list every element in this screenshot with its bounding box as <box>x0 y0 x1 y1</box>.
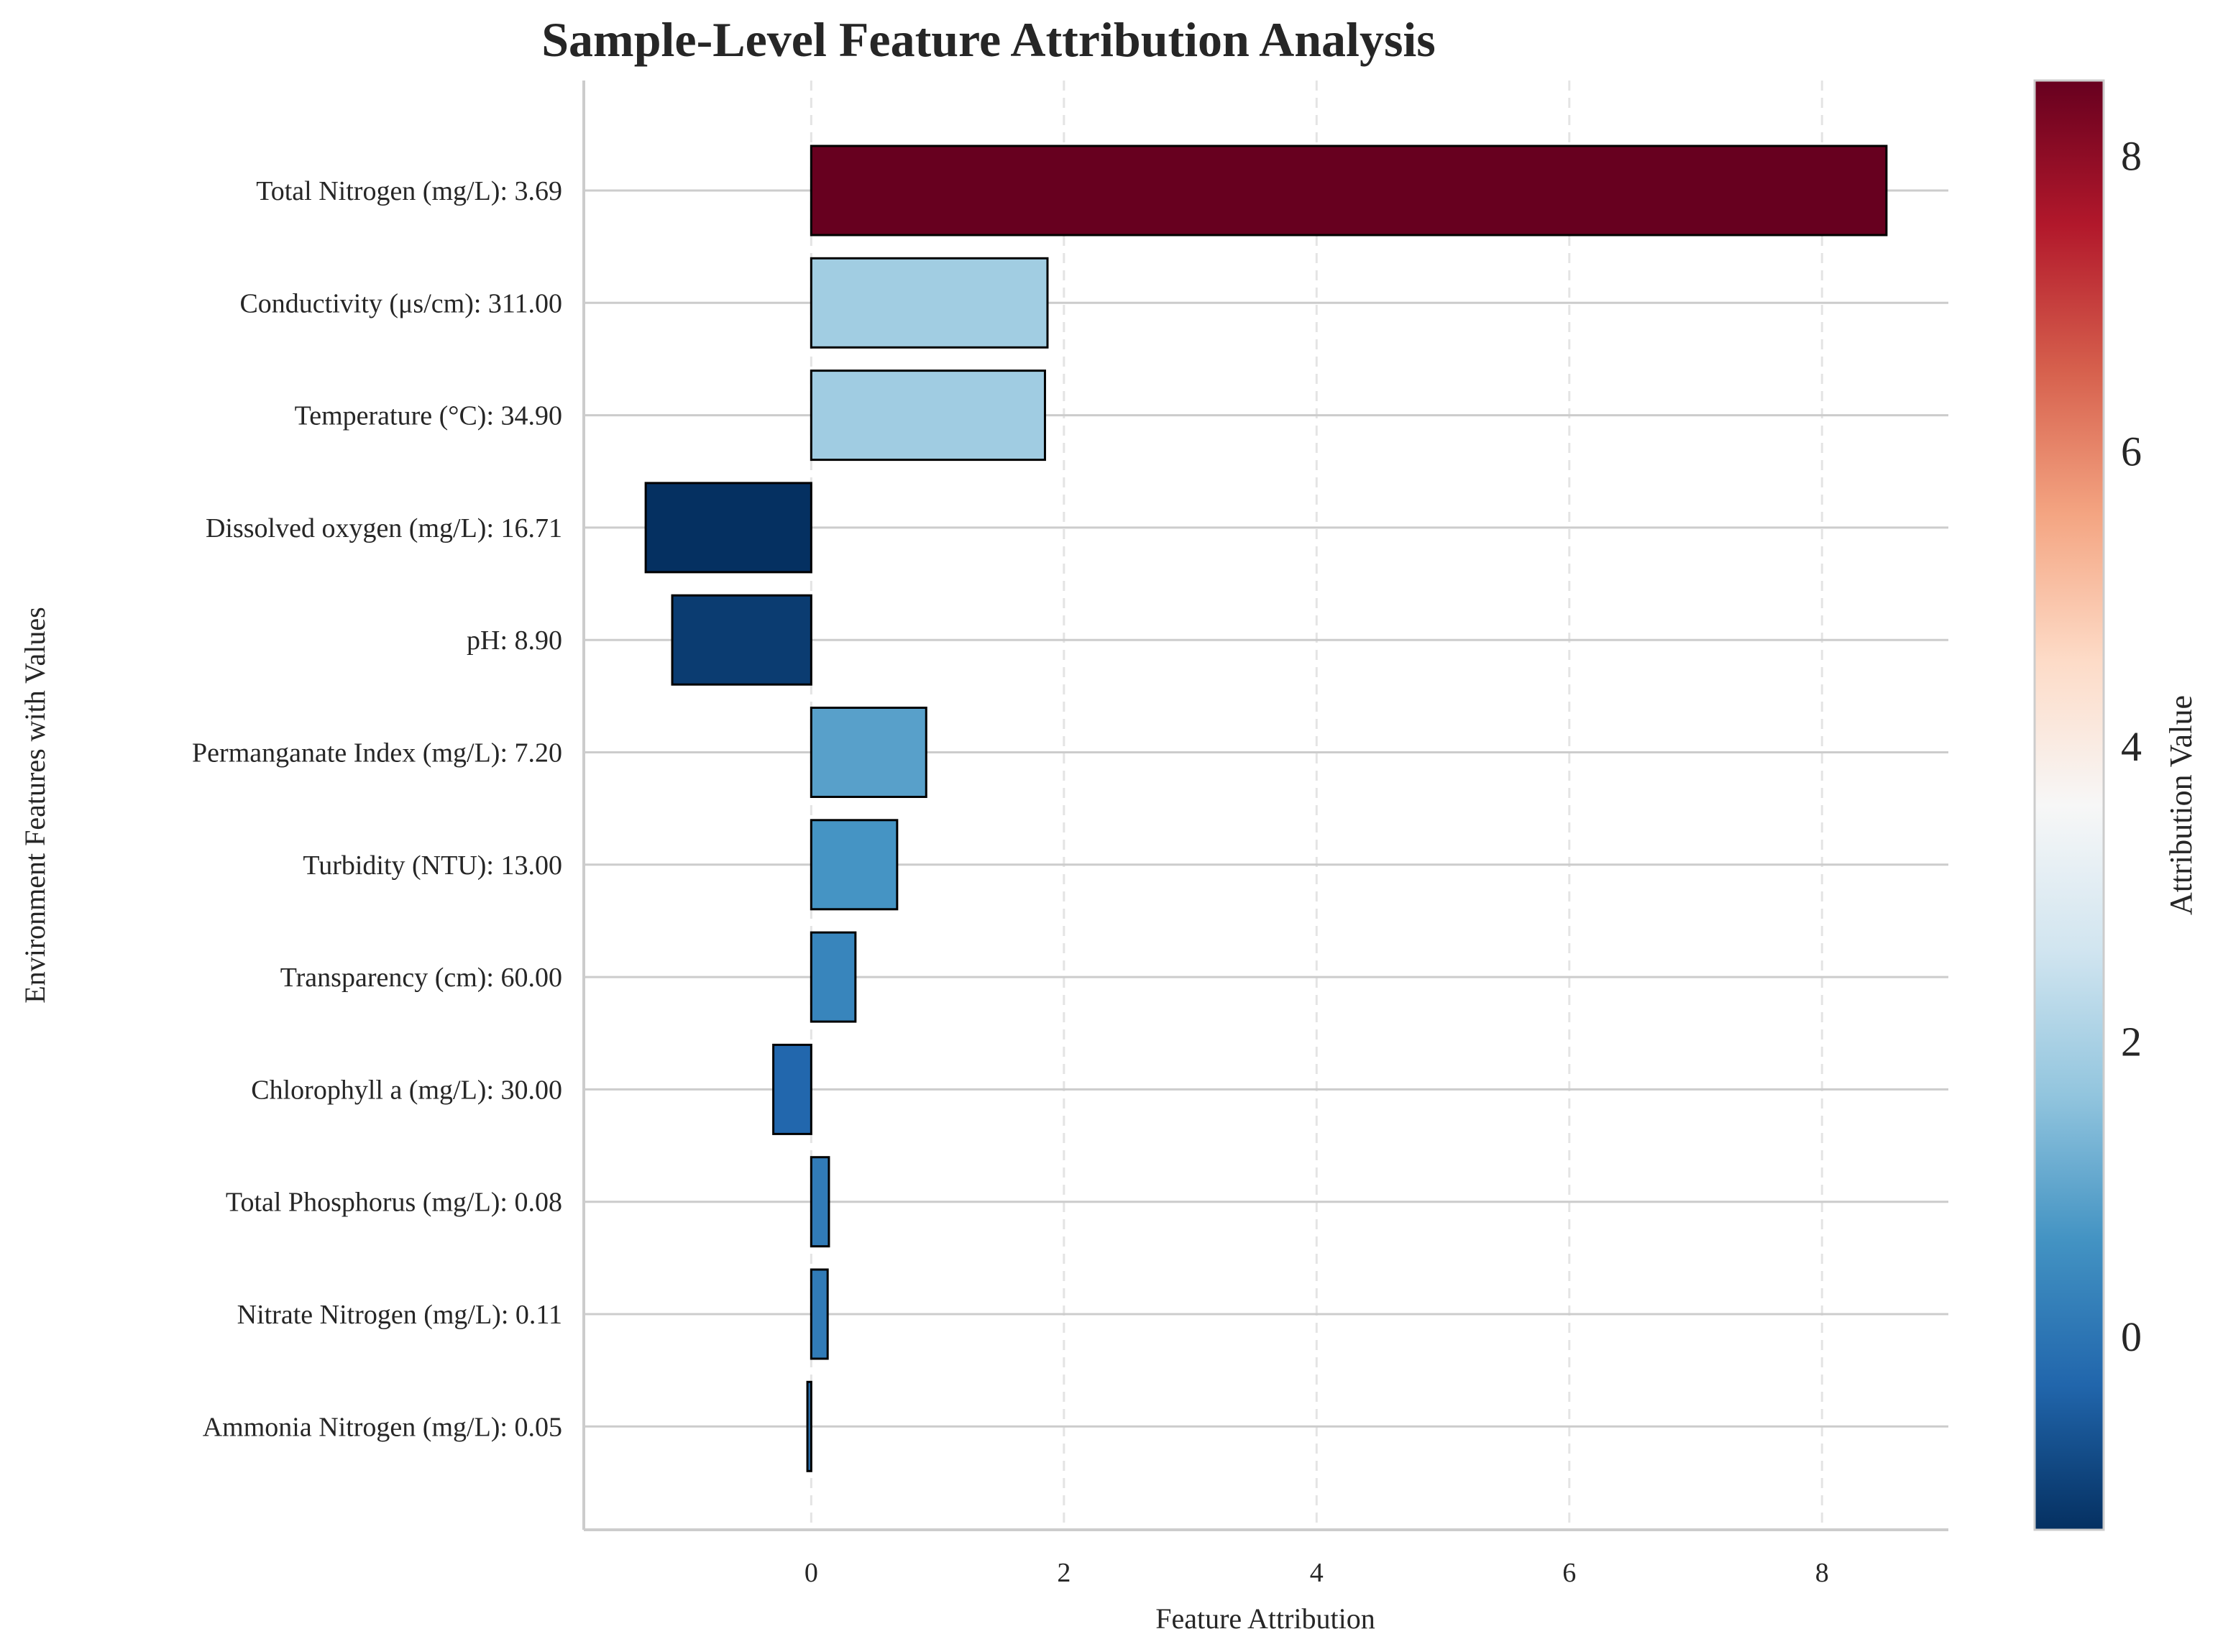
colorbar-tick-label: 8 <box>2121 133 2142 180</box>
y-tick-labels: Total Nitrogen (mg/L): 3.69 Conductivity … <box>192 176 562 1442</box>
y-tick-label: Nitrate Nitrogen (mg/L): 0.11 <box>237 1300 562 1330</box>
bar <box>806 1380 812 1472</box>
bar <box>810 707 927 798</box>
bar <box>810 257 1049 349</box>
x-axis-label: Feature Attribution <box>1155 1602 1375 1635</box>
y-tick-label: Turbidity (NTU): 13.00 <box>303 850 562 881</box>
colorbar-ticks: 0 2 4 6 8 <box>2121 133 2142 1360</box>
bar <box>671 594 812 686</box>
colorbar-tick-label: 6 <box>2121 428 2142 474</box>
bar <box>810 1268 829 1360</box>
x-tick-labels: 0 2 4 6 8 <box>805 1558 1829 1588</box>
grid-layer <box>584 81 1948 1530</box>
bar <box>810 144 1888 237</box>
x-tick-label: 6 <box>1562 1558 1576 1588</box>
y-tick-label: Transparency (cm): 60.00 <box>280 963 562 993</box>
y-tick-label: pH: 8.90 <box>467 625 562 656</box>
y-tick-label: Permanganate Index (mg/L): 7.20 <box>192 738 562 768</box>
y-tick-label: Total Phosphorus (mg/L): 0.08 <box>226 1188 562 1218</box>
y-tick-label: Conductivity (μs/cm): 311.00 <box>239 288 562 318</box>
bar <box>810 931 857 1023</box>
colorbar-tick-label: 0 <box>2121 1313 2142 1360</box>
y-tick-label: Temperature (°C): 34.90 <box>295 401 562 431</box>
x-tick-label: 2 <box>1057 1558 1071 1588</box>
bar <box>810 370 1046 462</box>
bar <box>810 819 899 911</box>
colorbar-label: Attribution Value <box>2163 695 2199 915</box>
x-tick-label: 8 <box>1815 1558 1829 1588</box>
y-tick-label: Dissolved oxygen (mg/L): 16.71 <box>206 513 562 543</box>
bar <box>772 1043 812 1135</box>
y-axis-label: Environment Features with Values <box>19 607 51 1003</box>
axes-layer <box>582 81 1948 1531</box>
y-tick-label: Chlorophyll a (mg/L): 30.00 <box>251 1075 562 1105</box>
colorbar-tick-label: 4 <box>2121 723 2142 770</box>
bar <box>644 482 812 574</box>
y-tick-label: Total Nitrogen (mg/L): 3.69 <box>256 176 562 206</box>
bars-layer <box>644 144 1888 1472</box>
chart-title: Sample-Level Feature Attribution Analysi… <box>541 12 1436 67</box>
colorbar-tick-label: 2 <box>2121 1018 2142 1065</box>
colorbar <box>2033 79 2105 1531</box>
x-tick-label: 4 <box>1310 1558 1324 1588</box>
bar <box>810 1156 830 1248</box>
x-tick-label: 0 <box>805 1558 818 1588</box>
y-tick-label: Ammonia Nitrogen (mg/L): 0.05 <box>203 1412 562 1442</box>
